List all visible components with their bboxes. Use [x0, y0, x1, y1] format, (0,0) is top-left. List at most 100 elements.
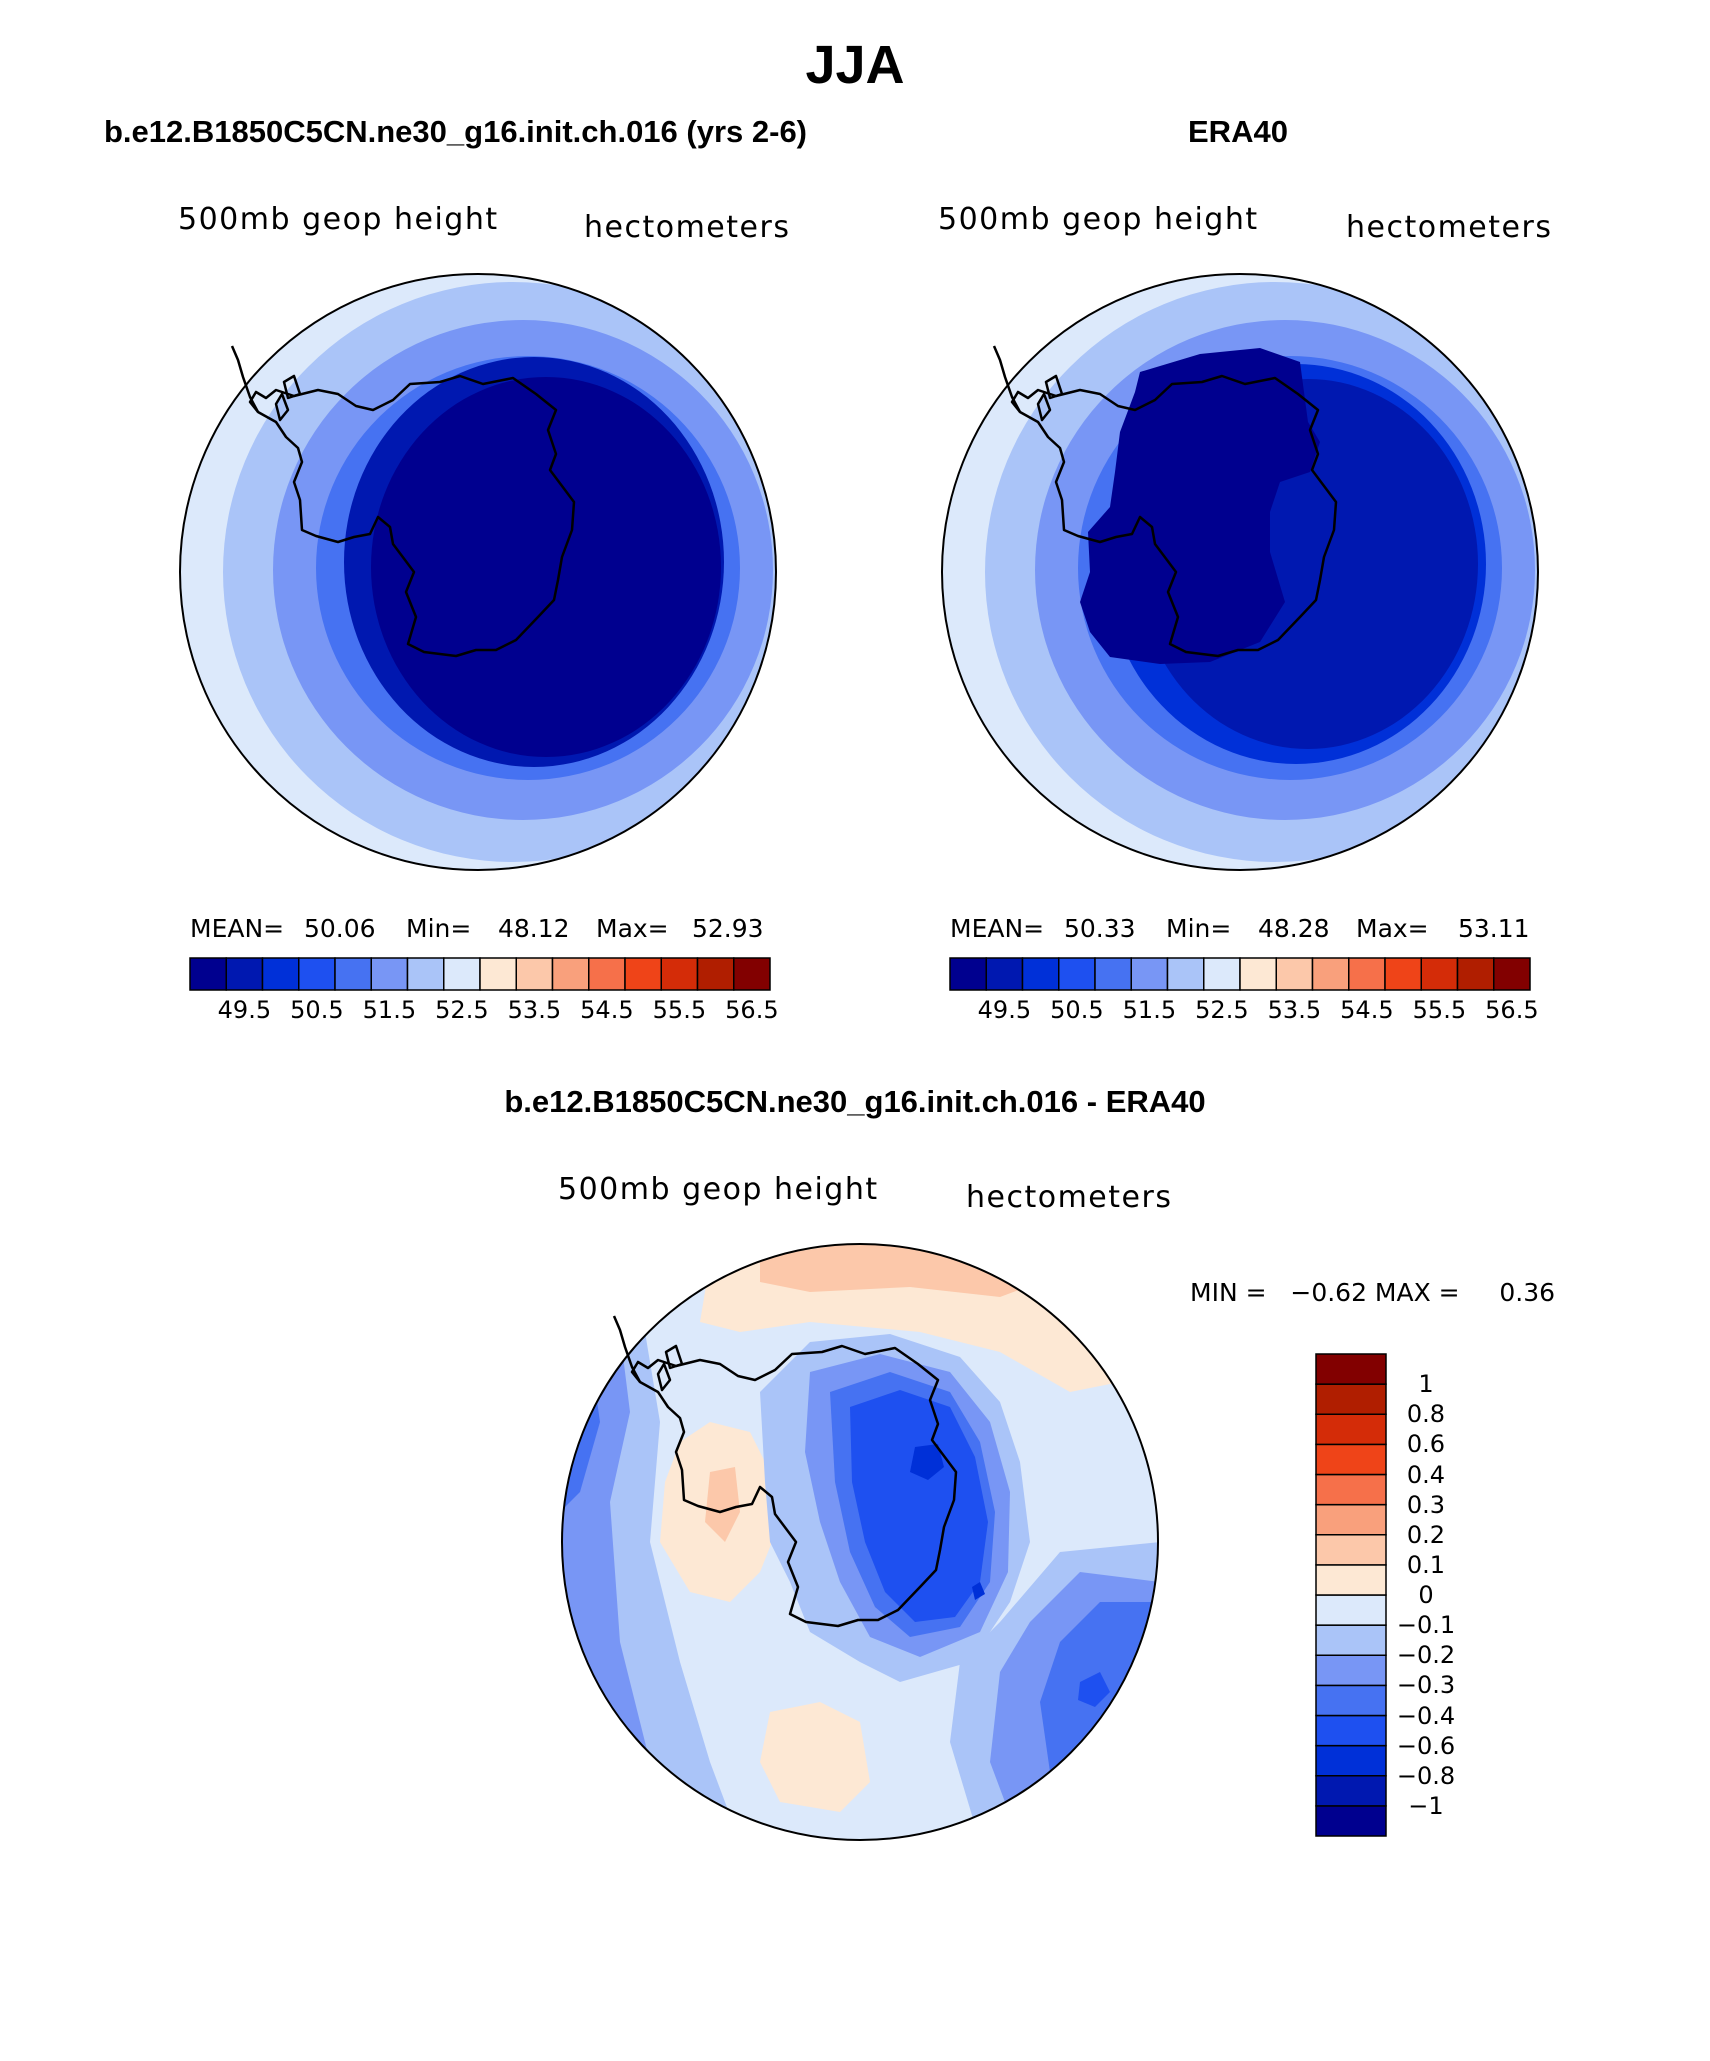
model-max-value: 52.93 [692, 914, 764, 943]
obs-colorbar-box [1311, 957, 1350, 991]
model-colorbar-label: 56.5 [725, 996, 779, 1024]
obs-colorbar-labels: 49.5 50.5 51.5 52.5 53.5 54.5 55.5 56.5 [950, 996, 1539, 1026]
diff-colorbar-box [1315, 1624, 1387, 1656]
model-colorbar-label: 49.5 [217, 996, 272, 1024]
obs-colorbar-label: 53.5 [1267, 996, 1322, 1024]
model-colorbar-label: 54.5 [580, 996, 634, 1024]
model-colorbar-box [588, 957, 626, 991]
diff-colorbar-box [1315, 1594, 1387, 1626]
obs-colorbar-box [1239, 957, 1277, 991]
obs-antarctica-coastline [992, 345, 1338, 658]
model-colorbar-box [624, 957, 662, 991]
model-colorbar-box [261, 957, 300, 991]
model-colorbar-box [370, 957, 409, 991]
obs-colorbar-box [1094, 957, 1132, 991]
model-variable-label: 500mb geop height [178, 202, 499, 237]
obs-colorbar-box [1203, 957, 1241, 991]
diff-colorbar-box [1315, 1775, 1387, 1807]
model-colorbar-box [189, 957, 227, 991]
model-colorbar-box [334, 957, 372, 991]
diff-colorbar-label: −0.4 [1396, 1701, 1456, 1730]
diff-colorbar-box [1315, 1684, 1387, 1717]
diff-variable-label: 500mb geop height [558, 1172, 879, 1207]
model-colorbar-box [443, 957, 481, 991]
obs-colorbar-box [1384, 957, 1422, 991]
obs-colorbar-box [1456, 957, 1495, 991]
obs-min-label: Min= [1166, 914, 1232, 943]
diff-colorbar-label: 0.1 [1406, 1550, 1446, 1579]
diff-colorbar-labels: 1 0.8 0.6 0.4 0.3 0.2 0.1 0 −0.1 −0.2 −0.3 −0.4 −0.6… [1396, 1354, 1516, 1836]
diff-colorbar-label: 0 [1418, 1581, 1434, 1609]
model-colorbar-box [225, 957, 264, 991]
diff-colorbar [1315, 1353, 1387, 1837]
obs-colorbar-box [1348, 957, 1386, 991]
obs-colorbar-label: 52.5 [1195, 996, 1249, 1024]
obs-colorbar-box [1130, 957, 1169, 991]
main-title: JJA [805, 35, 905, 95]
diff-colorbar-box [1315, 1353, 1387, 1385]
obs-mean-value: 50.33 [1064, 914, 1136, 943]
obs-colorbar-box [985, 957, 1024, 991]
diff-colorbar-label: −0.8 [1396, 1761, 1456, 1790]
diff-panel-title: b.e12.B1850C5CN.ne30_g16.init.ch.016 - E… [504, 1084, 1206, 1119]
diff-units-label: hectometers [966, 1180, 1173, 1215]
model-colorbar-box [298, 957, 336, 991]
model-mean-value: 50.06 [304, 914, 376, 943]
diff-colorbar-label: 0.8 [1406, 1400, 1446, 1429]
diff-antarctica-coastline [612, 1315, 958, 1628]
model-stats: MEAN= 50.06 Min= 48.12 Max= 52.93 [190, 914, 770, 944]
model-units-label: hectometers [584, 210, 791, 245]
model-polar-map [179, 273, 777, 871]
diff-colorbar-label: 0.6 [1406, 1430, 1446, 1459]
model-colorbar-box [515, 957, 554, 991]
model-colorbar [189, 957, 771, 991]
obs-colorbar-box [1420, 957, 1459, 991]
obs-colorbar-box [1021, 957, 1060, 991]
obs-colorbar-label: 49.5 [977, 996, 1032, 1024]
model-colorbar-label: 53.5 [507, 996, 562, 1024]
obs-mean-label: MEAN= [950, 914, 1045, 943]
obs-colorbar-box [1166, 957, 1205, 991]
diff-colorbar-box [1315, 1413, 1387, 1446]
model-colorbar-label: 55.5 [652, 996, 707, 1024]
obs-polar-map [941, 273, 1539, 871]
model-min-value: 48.12 [498, 914, 570, 943]
obs-colorbar-box [1493, 957, 1531, 991]
obs-panel-title: ERA40 [1188, 114, 1288, 149]
model-colorbar-box [406, 957, 445, 991]
obs-colorbar [949, 957, 1531, 991]
model-colorbar-box [733, 957, 771, 991]
obs-colorbar-box [1275, 957, 1314, 991]
diff-colorbar-box [1315, 1443, 1387, 1476]
diff-colorbar-label: −0.1 [1396, 1611, 1456, 1640]
diff-colorbar-box [1315, 1654, 1387, 1687]
obs-max-value: 53.11 [1458, 914, 1530, 943]
diff-colorbar-box [1315, 1383, 1387, 1415]
obs-colorbar-label: 54.5 [1340, 996, 1394, 1024]
diff-colorbar-box [1315, 1564, 1387, 1596]
diff-colorbar-label: 0.2 [1406, 1520, 1446, 1549]
model-min-label: Min= [406, 914, 472, 943]
diff-colorbar-label: 0.4 [1406, 1460, 1446, 1489]
model-colorbar-box [551, 957, 590, 991]
obs-stats: MEAN= 50.33 Min= 48.28 Max= 53.11 [950, 914, 1530, 944]
obs-colorbar-label: 51.5 [1122, 996, 1177, 1024]
diff-polar-map [561, 1243, 1159, 1841]
model-colorbar-label: 50.5 [290, 996, 344, 1024]
diff-colorbar-label: 1 [1418, 1370, 1434, 1399]
diff-colorbar-label: −0.6 [1396, 1731, 1456, 1760]
model-colorbar-labels: 49.5 50.5 51.5 52.5 53.5 54.5 55.5 56.5 [190, 996, 779, 1026]
diff-colorbar-label: −0.2 [1396, 1641, 1456, 1670]
diff-colorbar-box [1315, 1805, 1387, 1837]
obs-max-label: Max= [1356, 914, 1429, 943]
obs-colorbar-label: 50.5 [1050, 996, 1104, 1024]
model-colorbar-box [696, 957, 735, 991]
model-antarctica-coastline [230, 345, 576, 658]
diff-colorbar-label: −0.3 [1396, 1671, 1456, 1700]
diff-colorbar-box [1315, 1534, 1387, 1566]
diff-colorbar-label: −1 [1408, 1791, 1444, 1820]
obs-colorbar-box [1058, 957, 1096, 991]
model-mean-label: MEAN= [190, 914, 285, 943]
obs-colorbar-box [949, 957, 987, 991]
obs-units-label: hectometers [1346, 210, 1553, 245]
